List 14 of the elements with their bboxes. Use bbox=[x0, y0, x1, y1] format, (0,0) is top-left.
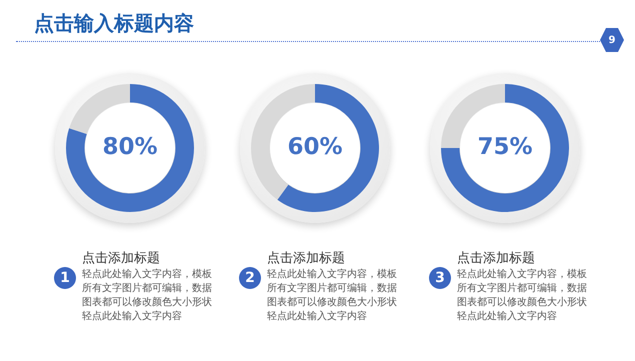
text: 9 bbox=[600, 28, 624, 52]
text: 3 bbox=[429, 267, 451, 289]
data-label: 75% bbox=[477, 134, 533, 160]
text: 2 bbox=[239, 267, 261, 289]
chart-title: 点击输入标题内容 bbox=[34, 10, 194, 37]
text: 点击添加标题 bbox=[267, 250, 345, 267]
text: 1 bbox=[54, 267, 76, 289]
text: 轻点此处输入文字内容，模板所有文字图片都可编辑，数据图表都可以修改颜色大小形状轻点此处输入文字内容 bbox=[267, 268, 398, 324]
text: 点击添加标题 bbox=[457, 250, 535, 267]
text: 轻点此处输入文字内容，模板所有文字图片都可编辑，数据图表都可以修改颜色大小形状轻点此处输入文字内容 bbox=[457, 268, 588, 324]
text: 轻点此处输入文字内容，模板所有文字图片都可编辑，数据图表都可以修改颜色大小形状轻点此处输入文字内容 bbox=[82, 268, 213, 324]
data-label: 80% bbox=[102, 134, 158, 160]
text: 点击添加标题 bbox=[82, 250, 160, 267]
data-label: 60% bbox=[287, 134, 343, 160]
